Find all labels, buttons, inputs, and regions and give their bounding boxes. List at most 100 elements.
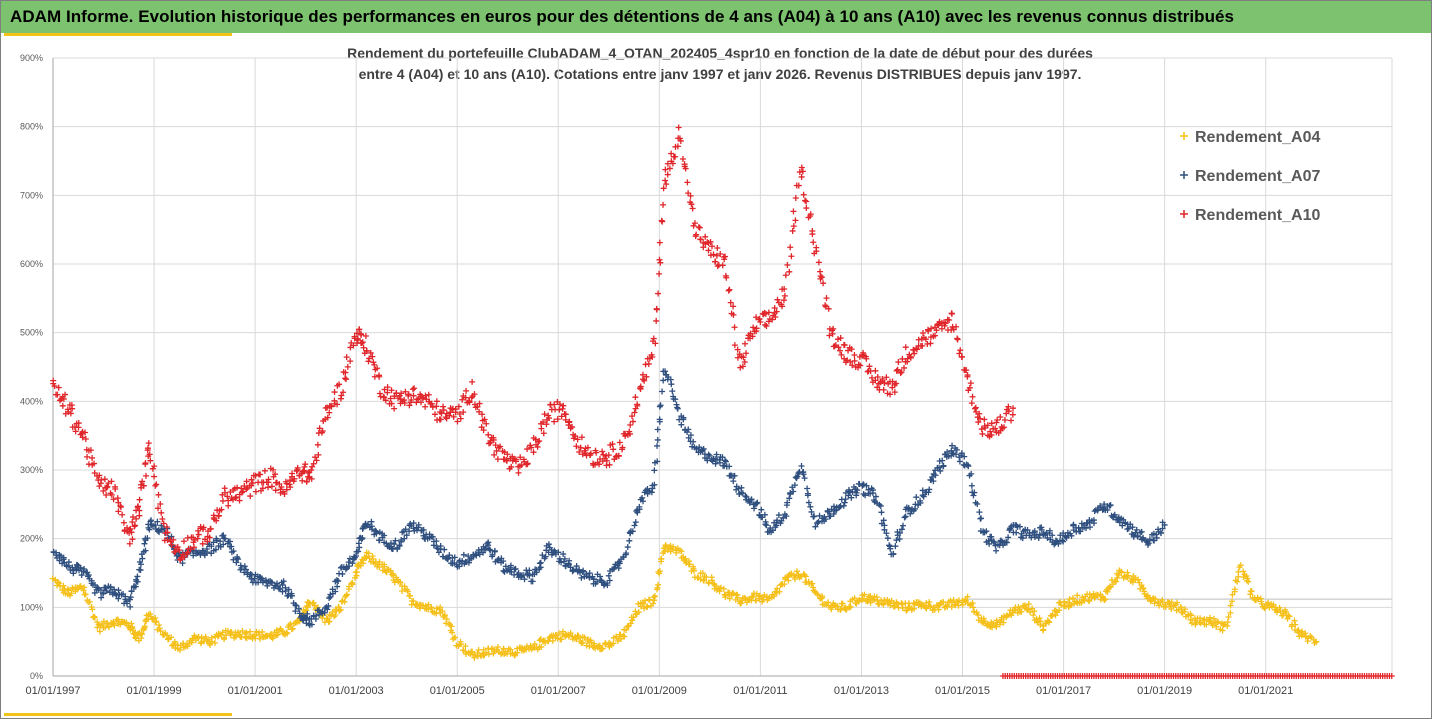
rendement-a10-point [837,347,844,354]
y-tick-label: 100% [20,602,43,612]
rendement-a10-point [672,153,679,160]
rendement-a07-point [890,550,897,557]
rendement-a10-point [147,457,154,464]
legend-label: Rendement_A04 [1195,129,1320,146]
rendement-a04-point [651,597,658,604]
rendement-a04-point [743,599,750,606]
rendement-a10-point [629,413,636,420]
rendement-a07-point [1101,501,1108,508]
rendement-a04-point [94,624,101,631]
rendement-a04-point [1118,569,1125,576]
rendement-a10-point [301,463,308,470]
rendement-a04-point [469,648,476,655]
rendement-a10-point [382,397,389,404]
rendement-a04-point [793,568,800,575]
rendement-a10-point [599,448,606,455]
rendement-a07-point [961,453,968,460]
rendement-a04-point [129,623,136,630]
rendement-a07-point [486,546,493,553]
rendement-a04-point [1258,600,1265,607]
rendement-a07-point [349,560,356,567]
rendement-a10-point [132,522,139,529]
rendement-a07-point [862,492,869,499]
rendement-a10-point [963,367,970,374]
rendement-a10-point [455,403,462,410]
rendement-a04-point [1074,592,1081,599]
rendement-a04-point [861,591,868,598]
rendement-a04-point [344,591,351,598]
rendement-a10-point [319,428,326,435]
rendement-a10-point [356,326,363,333]
rendement-a07-point [773,522,780,529]
x-tick-label: 01/01/2017 [1036,685,1091,697]
rendement-a10-point [734,354,741,361]
rendement-a07-point [339,570,346,577]
rendement-a10-point [476,400,483,407]
rendement-a07-point [880,517,887,524]
rendement-a04-point [239,627,246,634]
rendement-a07-point [78,572,85,579]
rendement-a04-point [1295,627,1302,634]
rendement-a07-point [598,577,605,584]
rendement-a07-point [580,567,587,574]
rendement-a07-point [387,540,394,547]
rendement-a07-point [203,546,210,553]
rendement-a10-point [717,251,724,258]
rendement-a07-point [968,482,975,489]
rendement-a10-point [422,392,429,399]
rendement-a04-point [1288,623,1295,630]
rendement-a10-point [556,401,563,408]
rendement-a10-point [662,177,669,184]
rendement-a10-point [663,181,670,188]
rendement-a10-point [813,248,820,255]
rendement-a04-point [141,623,148,630]
x-tick-label: 01/01/1997 [25,685,80,697]
rendement-a07-point [415,521,422,528]
rendement-a10-point [59,402,66,409]
rendement-a10-point [753,325,760,332]
rendement-a10-point [790,223,797,230]
rendement-a10-point [460,409,467,416]
rendement-a07-point [672,396,679,403]
rendement-a04-point [343,592,350,599]
rendement-a04-point [1080,596,1087,603]
rendement-a10-point [1008,417,1015,424]
rendement-a07-point [451,554,458,561]
rendement-a07-point [763,522,770,529]
rendement-a10-point [689,205,696,212]
rendement-a10-point [145,445,152,452]
rendement-a07-point [784,499,791,506]
rendement-a10-point [792,217,799,224]
rendement-a07-point [804,485,811,492]
rendement-a07-point [444,555,451,562]
rendement-a07-point [533,569,540,576]
rendement-a07-point [974,500,981,507]
rendement-a10-point [410,392,417,399]
rendement-a07-point [926,486,933,493]
rendement-a10-point [712,258,719,265]
rendement-a07-point [822,516,829,523]
rendement-a10-point [151,463,158,470]
rendement-a10-point [978,426,985,433]
rendement-a10-point [572,433,579,440]
rendement-a04-point [655,581,662,588]
rendement-a10-point [347,344,354,351]
rendement-a07-point [279,581,286,588]
baseline-point [1388,673,1395,679]
rendement-a07-point [258,575,265,582]
rendement-a10-point [115,499,122,506]
rendement-a10-point [541,411,548,418]
rendement-a10-point [136,496,143,503]
rendement-a10-point [847,358,854,365]
rendement-a07-point [460,551,467,558]
rendement-a07-point [1060,538,1067,545]
rendement-a04-point [89,606,96,613]
rendement-a10-point [927,340,934,347]
rendement-a10-point [191,544,198,551]
y-tick-label: 900% [20,53,43,63]
rendement-a04-point [458,641,465,648]
rendement-a10-point [972,404,979,411]
rendement-a07-point [396,542,403,549]
rendement-a04-point [1168,598,1175,605]
rendement-a10-point [437,416,444,423]
